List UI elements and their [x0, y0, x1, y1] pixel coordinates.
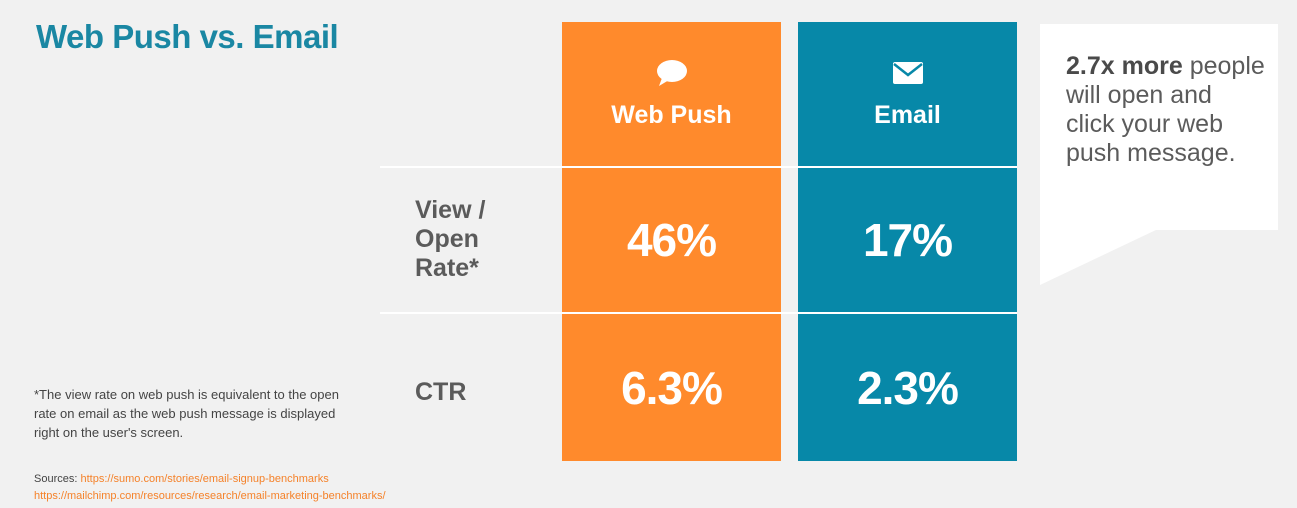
- speech-bubble-icon: [656, 59, 688, 87]
- email-open-rate-value: 17%: [862, 214, 953, 266]
- web-push-open-rate-value: 46%: [626, 214, 717, 266]
- sources-label: Sources:: [34, 473, 78, 485]
- web-push-label: Web Push: [611, 100, 732, 129]
- callout-highlight: 2.7x more: [1066, 52, 1183, 80]
- row-label-ctr: CTR: [415, 378, 467, 406]
- callout-tail: [1040, 229, 1158, 285]
- email-ctr-value: 2.3%: [857, 361, 959, 414]
- callout-text: 2.7x more people will open and click you…: [1066, 52, 1266, 168]
- email-header: Email: [798, 22, 1017, 166]
- web-push-ctr-value: 6.3%: [621, 361, 723, 414]
- callout-box: 2.7x more people will open and click you…: [1040, 24, 1278, 230]
- source-link-mailchimp[interactable]: https://mailchimp.com/resources/research…: [34, 490, 386, 502]
- email-column: Email 17% 2.3%: [798, 22, 1017, 461]
- row-divider: [380, 166, 1017, 168]
- sources: Sources: https://sumo.com/stories/email-…: [34, 471, 386, 505]
- email-label: Email: [874, 100, 941, 129]
- row-divider: [380, 312, 1017, 314]
- web-push-header: Web Push: [562, 22, 781, 166]
- callout-body: people will open and click your web push…: [1066, 52, 1265, 167]
- row-label-open-rate: View / Open Rate*: [415, 196, 486, 282]
- source-link-sumo[interactable]: https://sumo.com/stories/email-signup-be…: [80, 473, 329, 485]
- page-title: Web Push vs. Email: [36, 18, 339, 55]
- web-push-column: Web Push 46% 6.3%: [562, 22, 781, 461]
- envelope-icon: [892, 59, 924, 87]
- footnote: *The view rate on web push is equivalent…: [34, 387, 339, 440]
